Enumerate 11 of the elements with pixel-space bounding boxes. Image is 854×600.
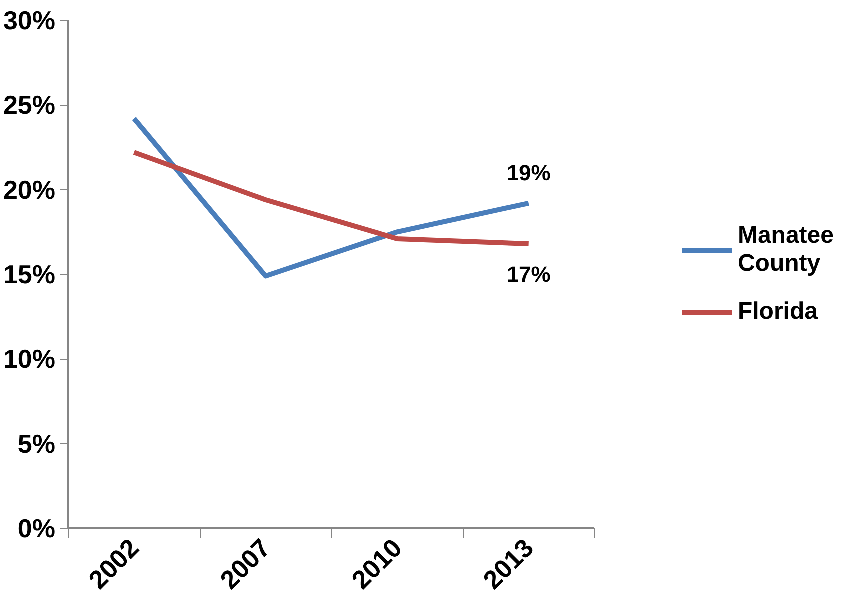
- data-label: 17%: [506, 262, 551, 288]
- data-label: 19%: [506, 160, 551, 186]
- y-tick-label: 0%: [18, 514, 56, 544]
- y-tick-label: 25%: [3, 90, 56, 120]
- legend-label: Florida: [738, 298, 818, 326]
- y-tick-label: 5%: [18, 428, 56, 459]
- legend-label: Manatee County: [738, 222, 834, 278]
- y-tick-label: 10%: [3, 344, 56, 374]
- y-tick-label: 20%: [3, 174, 56, 205]
- y-tick-label: 30%: [3, 6, 56, 36]
- y-tick-label: 15%: [3, 260, 56, 290]
